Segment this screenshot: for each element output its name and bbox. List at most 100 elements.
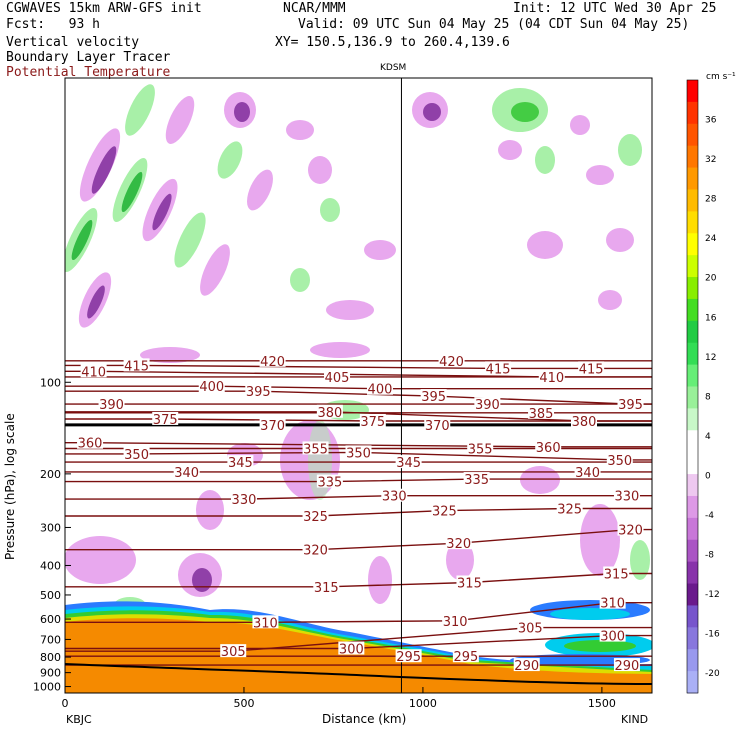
theta-label: 345 (228, 456, 253, 471)
theta-label-bg (302, 441, 329, 455)
x-tick-label: 1000 (409, 697, 437, 710)
colorbar-label: 24 (705, 234, 717, 244)
colorbar-swatch (687, 430, 698, 453)
theta-label: 300 (600, 630, 625, 645)
theta-label: 335 (317, 476, 342, 491)
theta-label-bg (442, 613, 469, 627)
colorbar-swatch (687, 495, 698, 519)
theta-label-bg (556, 501, 583, 515)
colorbar-swatch (687, 80, 698, 103)
theta-label-bg (381, 488, 408, 502)
station-marker-label: KDSM (380, 63, 407, 73)
theta-label: 380 (317, 406, 342, 421)
theta-label: 290 (514, 659, 539, 674)
theta-label: 395 (618, 398, 643, 413)
theta-label: 310 (600, 597, 625, 612)
x-axis-ticks: 0 500 1000 1500 (62, 687, 616, 710)
field-label-vertical-velocity: Vertical velocity (6, 35, 140, 50)
colorbar-swatch (687, 408, 698, 431)
y-tick-label: 400 (40, 559, 61, 572)
colorbar-swatch (687, 671, 698, 694)
theta-label-bg (123, 358, 150, 372)
theta-label-bg (485, 361, 512, 375)
colorbar-label: 20 (705, 274, 717, 284)
theta-contour-380 (65, 411, 652, 422)
model-title: CGWAVES 15km ARW-GFS init (6, 1, 202, 16)
colorbar-label: -20 (705, 669, 720, 679)
colorbar-swatch (687, 649, 698, 672)
theta-label-bg (345, 445, 372, 459)
theta-label-bg (431, 503, 458, 517)
forecast-hour: Fcst: 93 h (6, 17, 100, 32)
theta-label: 420 (260, 355, 285, 370)
theta-label-bg (220, 644, 247, 658)
theta-label: 325 (557, 503, 582, 518)
theta-label-bg (467, 441, 494, 455)
y-tick-label: 1000 (33, 681, 61, 694)
theta-label-bg (302, 542, 329, 556)
field-label-boundary-layer: Boundary Layer Tracer (6, 50, 171, 65)
theta-label-bg (173, 464, 200, 478)
theta-label-bg (359, 413, 386, 427)
theta-label: 310 (253, 616, 278, 631)
theta-label: 400 (199, 380, 224, 395)
colorbar-swatch (687, 539, 698, 563)
colorbar-swatch (687, 386, 698, 409)
theta-label: 415 (124, 359, 149, 374)
theta-label: 400 (368, 383, 393, 398)
theta-label: 290 (615, 659, 640, 674)
theta-label-bg (302, 508, 329, 522)
colorbar-swatch (687, 561, 698, 585)
theta-label: 325 (432, 505, 457, 520)
theta-label-bg (324, 369, 351, 383)
y-axis-label: Pressure (hPa), log scale (3, 413, 17, 560)
theta-label: 415 (486, 362, 511, 377)
y-tick-label: 300 (40, 521, 61, 534)
colorbar-swatch (687, 101, 698, 125)
theta-contour-320 (65, 528, 652, 551)
y-tick-label: 800 (40, 651, 61, 664)
theta-contour-305 (65, 626, 652, 652)
plot-frame (64, 77, 653, 694)
theta-label: 410 (81, 365, 106, 380)
theta-contour-415 (65, 364, 652, 370)
theta-label: 320 (446, 537, 471, 552)
theta-label: 350 (346, 446, 371, 461)
theta-label-bg (617, 522, 644, 536)
theta-label-bg (259, 353, 286, 367)
colorbar-label: 4 (705, 432, 711, 442)
theta-label-bg (245, 384, 272, 398)
colorbar-label: 28 (705, 195, 717, 205)
colorbar-label: 12 (705, 353, 716, 363)
colorbar-label: 0 (705, 471, 711, 481)
colorbar-label: 16 (705, 313, 717, 323)
theta-label-bg (98, 397, 125, 411)
theta-label-bg (438, 353, 465, 367)
y-tick-label: 500 (40, 589, 61, 602)
theta-label-bg (395, 649, 422, 663)
colorbar-swatch (687, 474, 698, 497)
valid-time: Valid: 09 UTC Sun 04 May 25 (04 CDT Sun … (298, 17, 690, 32)
init-time: Init: 12 UTC Wed 30 Apr 25 (513, 1, 717, 16)
theta-label-bg (395, 455, 422, 469)
colorbar-swatch (687, 452, 698, 475)
theta-label: 410 (539, 371, 564, 386)
theta-label-bg (570, 413, 597, 427)
colorbar-frame (686, 79, 699, 694)
theta-label-bg (474, 397, 501, 411)
theta-label: 355 (468, 442, 493, 457)
theta-contour-400 (65, 385, 652, 390)
theta-label-bg (316, 474, 343, 488)
y-tick-label: 200 (40, 468, 61, 481)
colorbar-label: 8 (705, 392, 711, 402)
theta-label: 345 (396, 456, 421, 471)
theta-label-bg (578, 361, 605, 375)
x-tick-label: 0 (62, 697, 69, 710)
colorbar-swatch (687, 255, 698, 278)
org-label: NCAR/MMM (283, 1, 346, 16)
colorbar-swatch (687, 211, 698, 234)
theta-label: 420 (439, 355, 464, 370)
theta-contour-410 (65, 370, 652, 378)
theta-label-bg (316, 404, 343, 418)
theta-label-bg (366, 381, 393, 395)
